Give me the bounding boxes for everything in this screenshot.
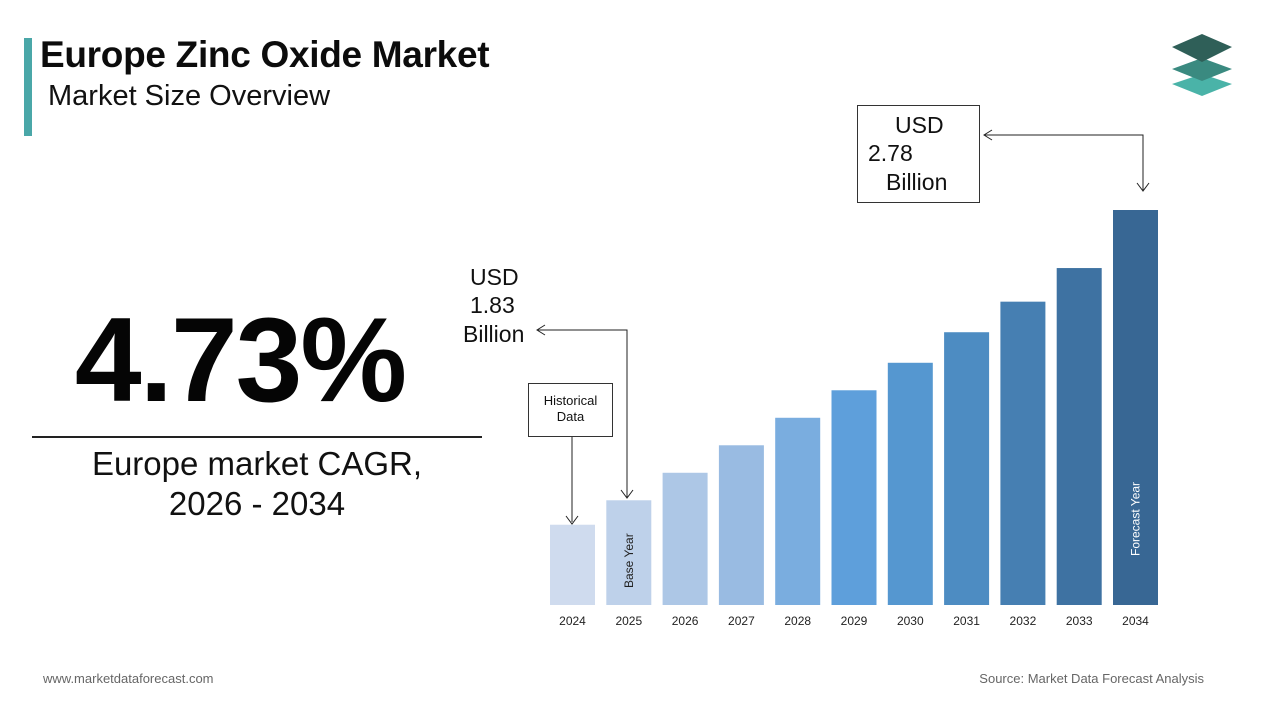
- cagr-divider: [32, 436, 482, 438]
- forecast-arrow-head-down: [1136, 182, 1150, 192]
- bar-2030: [887, 362, 933, 605]
- historical-callout-line1: Historical: [543, 393, 598, 408]
- cagr-label-line1: Europe market CAGR,: [91, 445, 423, 482]
- base-arrow-head-down: [620, 489, 634, 499]
- cagr-label: Europe market CAGR, 2026 - 2034: [32, 444, 482, 524]
- forecast-callout-value: 2.78: [868, 140, 913, 166]
- base-callout-unit: Billion: [463, 321, 525, 347]
- x-tick-label: 2027: [728, 614, 755, 628]
- base-callout-currency: USD: [470, 264, 519, 290]
- title-accent-bar: [24, 38, 32, 136]
- x-tick-label: 2031: [953, 614, 980, 628]
- forecast-arrow-line: [984, 134, 1144, 190]
- historical-arrow-head: [565, 515, 579, 525]
- forecast-year-label: Forecast Year: [1129, 482, 1143, 556]
- x-tick-label: 2026: [672, 614, 699, 628]
- bar-2024: [550, 524, 595, 605]
- x-tick-label: 2025: [615, 614, 642, 628]
- page-title: Europe Zinc Oxide Market: [40, 34, 490, 75]
- page-subtitle: Market Size Overview: [48, 80, 331, 112]
- x-tick-label: 2030: [897, 614, 924, 628]
- bar-2025: [606, 500, 652, 605]
- base-arrow-line: [537, 329, 628, 497]
- cagr-value: 4.73%: [74, 293, 407, 427]
- bar-2031: [944, 332, 990, 605]
- base-year-label: Base Year: [622, 533, 636, 588]
- forecast-value-callout: [857, 105, 980, 203]
- forecast-callout-unit: Billion: [886, 169, 948, 195]
- x-tick-label: 2028: [784, 614, 811, 628]
- base-callout-value: 1.83: [470, 292, 515, 318]
- x-tick-label: 2029: [841, 614, 868, 628]
- x-tick-label: 2032: [1010, 614, 1037, 628]
- stacked-layers-logo-icon: [1172, 34, 1232, 96]
- footer-website: www.marketdataforecast.com: [43, 671, 214, 686]
- bar-2033: [1056, 268, 1102, 605]
- x-tick-label: 2024: [559, 614, 586, 628]
- bar-2032: [1000, 301, 1046, 605]
- bar-2034: [1113, 210, 1158, 605]
- x-tick-label: 2033: [1066, 614, 1093, 628]
- bar-2029: [831, 390, 877, 605]
- x-tick-label: 2034: [1122, 614, 1149, 628]
- forecast-callout-currency: USD: [895, 112, 944, 138]
- footer-source: Source: Market Data Forecast Analysis: [979, 671, 1204, 686]
- bar-2028: [775, 417, 821, 605]
- bar-2026: [662, 472, 708, 605]
- bar-2027: [718, 445, 764, 605]
- forecast-arrow-head-left: [983, 129, 993, 141]
- historical-callout-line2: Data: [556, 409, 585, 424]
- historical-data-callout: Historical Data: [528, 383, 613, 437]
- base-arrow-head-left: [536, 324, 546, 336]
- cagr-label-line2: 2026 - 2034: [168, 485, 346, 522]
